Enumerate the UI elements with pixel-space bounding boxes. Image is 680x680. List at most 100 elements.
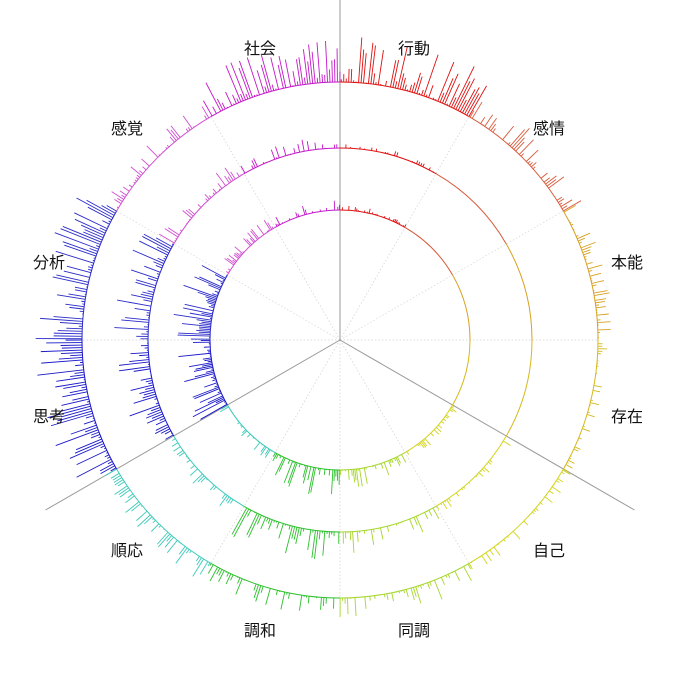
bar-順応-outer: [112, 475, 121, 481]
bar-社会-outer: [245, 93, 249, 100]
bar-同調-outer: [410, 587, 415, 600]
bar-順応-inner: [242, 429, 247, 434]
ring-arc-middle: [435, 435, 507, 507]
bar-調和-middle: [322, 531, 326, 556]
bar-社会-outer: [298, 57, 304, 85]
bar-本能-outer: [583, 251, 591, 256]
bar-存在-outer: [565, 464, 573, 469]
bar-調和-outer: [218, 569, 223, 576]
bar-同調-inner: [383, 462, 390, 476]
bar-社会-middle: [301, 139, 305, 152]
label-shakai: 社会: [244, 35, 276, 59]
ring-arc-outer: [562, 210, 599, 341]
bar-思考-outer: [70, 354, 83, 357]
ring-arc-outer: [116, 468, 212, 564]
bar-分析-inner: [207, 298, 216, 303]
bar-自己-inner: [406, 451, 410, 455]
bar-調和-outer: [225, 573, 232, 585]
bar-分析-middle: [117, 299, 152, 307]
bar-社会-middle: [275, 146, 280, 159]
bar-分析-outer: [89, 248, 98, 252]
bar-分析-inner: [201, 313, 213, 316]
bar-行動-outer: [444, 73, 459, 105]
bar-思考-inner: [204, 382, 218, 388]
bar-感情-outer: [558, 198, 565, 203]
bar-調和-outer: [226, 572, 230, 577]
ring-arc-inner: [274, 209, 341, 228]
bar-分析-inner: [208, 306, 215, 309]
bar-順応-middle: [209, 484, 215, 491]
bar-分析-outer: [63, 270, 90, 278]
bar-分析-outer: [69, 306, 84, 310]
bar-分析-outer: [52, 276, 89, 286]
bar-社会-outer: [238, 67, 251, 99]
bar-同調-middle: [428, 510, 433, 517]
bar-社会-middle: [270, 149, 276, 160]
bar-順応-outer: [105, 468, 117, 477]
bar-社会-outer: [216, 98, 224, 111]
bar-行動-middle: [415, 160, 419, 165]
bar-感情-outer: [543, 177, 550, 183]
bar-思考-inner: [207, 395, 223, 404]
bar-感情-outer: [511, 127, 530, 149]
bar-感覚-inner: [243, 238, 251, 247]
bar-自己-inner: [438, 424, 443, 429]
bar-行動-inner: [395, 219, 398, 223]
bar-自己-outer: [557, 478, 564, 483]
bar-自己-outer: [551, 486, 561, 493]
bar-調和-middle: [293, 527, 298, 540]
bar-感情-outer: [559, 202, 563, 205]
bar-分析-inner: [199, 328, 211, 331]
bar-同調-outer: [427, 582, 431, 589]
bar-自己-inner: [435, 427, 442, 433]
bar-社会-middle: [306, 141, 310, 151]
bar-分析-middle: [155, 237, 173, 248]
bar-思考-outer: [70, 374, 85, 378]
bar-行動-outer: [350, 68, 353, 83]
bar-調和-outer: [265, 588, 271, 605]
bar-行動-outer: [439, 92, 445, 103]
bar-本能-outer: [597, 321, 611, 324]
bar-自己-middle: [436, 505, 440, 510]
bar-感覚-middle: [204, 194, 210, 200]
bar-分析-middle: [147, 290, 155, 293]
bar-思考-inner: [189, 362, 213, 368]
bar-社会-outer: [325, 40, 328, 83]
bar-社会-outer: [225, 65, 242, 102]
bar-感覚-middle: [224, 167, 234, 181]
bar-思考-outer: [70, 424, 97, 435]
bar-順応-outer: [185, 549, 190, 554]
bar-分析-outer: [62, 241, 97, 255]
bar-感覚-inner: [228, 254, 237, 262]
bar-同調-inner: [355, 468, 360, 487]
bar-分析-outer: [55, 250, 94, 264]
bar-行動-outer: [428, 85, 434, 98]
bar-思考-outer: [75, 438, 102, 451]
bar-社会-outer: [221, 102, 226, 110]
bar-感覚-middle: [224, 175, 230, 184]
bar-感覚-outer: [121, 194, 126, 198]
bar-順応-middle: [200, 476, 207, 483]
bar-調和-middle: [231, 507, 248, 535]
bar-分析-inner: [197, 291, 217, 300]
bar-分析-inner: [206, 300, 216, 304]
bar-順応-outer: [156, 531, 169, 545]
bar-順応-middle: [213, 486, 217, 491]
label-sonzai: 存在: [611, 403, 643, 427]
bar-同調-outer: [429, 581, 432, 586]
bar-分析-inner: [208, 284, 221, 291]
bar-分析-outer: [56, 274, 89, 283]
bar-調和-middle: [268, 519, 273, 530]
bar-社会-outer: [246, 57, 260, 96]
bar-感覚-inner: [224, 258, 235, 266]
bar-調和-inner: [278, 457, 286, 472]
bar-順応-outer: [125, 501, 140, 513]
bar-調和-middle: [267, 518, 271, 524]
bar-思考-middle: [140, 377, 152, 381]
bar-感覚-outer: [146, 145, 159, 158]
bar-本能-outer: [581, 246, 592, 251]
bar-自己-middle: [503, 440, 511, 446]
bar-調和-inner: [323, 469, 326, 476]
bar-自己-outer: [544, 496, 553, 503]
bar-調和-inner: [274, 457, 285, 476]
